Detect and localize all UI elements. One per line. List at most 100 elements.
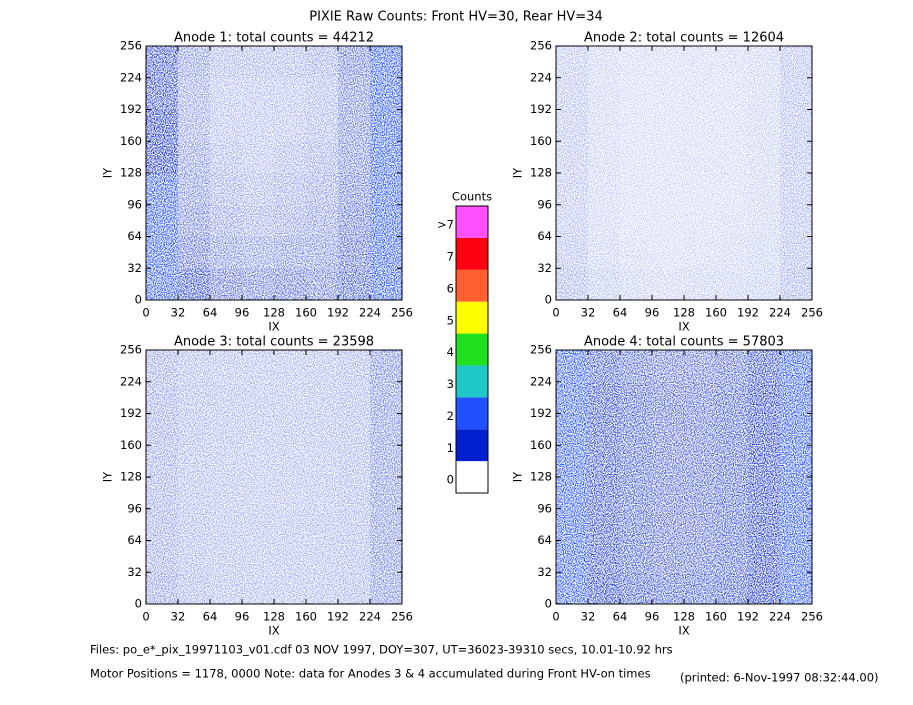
colorbar-cell <box>456 301 488 334</box>
y-tick-label: 224 <box>530 374 552 388</box>
x-tick-label: 224 <box>769 306 791 320</box>
y-tick-label: 32 <box>537 565 552 579</box>
x-tick-label: 192 <box>327 610 349 624</box>
y-tick-label: 32 <box>537 261 552 275</box>
heatmap <box>556 350 812 604</box>
y-tick-label: 160 <box>120 134 142 148</box>
y-tick-label: 192 <box>530 406 552 420</box>
x-axis-label: IX <box>268 320 279 334</box>
colorbar-cell <box>456 333 488 366</box>
x-tick-label: 64 <box>613 306 628 320</box>
colorbar-label: 2 <box>447 409 454 423</box>
y-tick-label: 128 <box>120 470 142 484</box>
y-tick-label: 224 <box>530 70 552 84</box>
heatmap <box>556 46 812 300</box>
colorbar-title: Counts <box>452 190 492 204</box>
x-tick-label: 160 <box>705 610 727 624</box>
x-tick-label: 224 <box>359 610 381 624</box>
x-tick-label: 256 <box>801 306 823 320</box>
colorbar-label: 3 <box>447 377 454 391</box>
x-tick-label: 96 <box>235 306 250 320</box>
x-tick-label: 224 <box>769 610 791 624</box>
y-tick-label: 64 <box>537 533 552 547</box>
y-tick-label: 64 <box>537 229 552 243</box>
colorbar-cell <box>456 206 488 238</box>
colorbar-cell <box>456 429 488 462</box>
y-axis-label: IY <box>101 167 115 178</box>
colorbar-label: 5 <box>447 313 454 327</box>
speckle <box>556 46 812 300</box>
x-tick-label: 160 <box>705 306 727 320</box>
colorbar-label: 0 <box>447 473 454 487</box>
y-tick-label: 0 <box>545 293 552 307</box>
y-tick-label: 192 <box>530 102 552 116</box>
x-tick-label: 192 <box>737 306 759 320</box>
plot-title: Anode 3: total counts = 23598 <box>174 335 374 350</box>
x-tick-label: 128 <box>263 610 285 624</box>
speckle <box>146 46 402 300</box>
y-tick-label: 64 <box>127 229 142 243</box>
y-tick-label: 224 <box>120 70 142 84</box>
y-tick-label: 256 <box>530 39 552 53</box>
x-tick-label: 0 <box>552 610 559 624</box>
y-tick-label: 32 <box>127 261 142 275</box>
y-tick-label: 0 <box>135 293 142 307</box>
x-tick-label: 0 <box>552 306 559 320</box>
y-tick-label: 0 <box>545 597 552 611</box>
colorbar-label: 7 <box>447 250 454 264</box>
y-axis-label: IY <box>101 471 115 482</box>
x-tick-label: 192 <box>737 610 759 624</box>
x-tick-label: 256 <box>391 306 413 320</box>
y-tick-label: 160 <box>120 438 142 452</box>
colorbar-cell <box>456 269 488 302</box>
footer-text: Files: po_e*_pix_19971103_v01.cdf 03 NOV… <box>90 643 673 657</box>
x-tick-label: 96 <box>235 610 250 624</box>
x-tick-label: 64 <box>613 610 628 624</box>
x-tick-label: 256 <box>801 610 823 624</box>
y-tick-label: 256 <box>530 343 552 357</box>
colorbar-label: 4 <box>447 345 454 359</box>
y-tick-label: 96 <box>127 197 142 211</box>
y-axis-label: IY <box>511 167 525 178</box>
x-tick-label: 32 <box>171 610 186 624</box>
x-tick-label: 128 <box>263 306 285 320</box>
colorbar-cell <box>456 237 488 270</box>
colorbar-cell <box>456 365 488 398</box>
y-tick-label: 256 <box>120 39 142 53</box>
speckle <box>146 350 402 604</box>
footer-text: (printed: 6-Nov-1997 08:32:44.00) <box>680 671 879 685</box>
x-tick-label: 96 <box>645 306 660 320</box>
x-tick-label: 192 <box>327 306 349 320</box>
y-tick-label: 224 <box>120 374 142 388</box>
colorbar-cell <box>456 397 488 430</box>
y-tick-label: 256 <box>120 343 142 357</box>
y-tick-label: 192 <box>120 406 142 420</box>
x-tick-label: 0 <box>142 610 149 624</box>
y-tick-label: 192 <box>120 102 142 116</box>
colorbar-cell <box>456 461 488 493</box>
x-tick-label: 128 <box>673 610 695 624</box>
y-tick-label: 128 <box>530 470 552 484</box>
x-tick-label: 256 <box>391 610 413 624</box>
colorbar-label: 1 <box>447 441 454 455</box>
x-axis-label: IX <box>268 624 279 638</box>
footer-text: Motor Positions = 1178, 0000 Note: data … <box>90 667 651 681</box>
x-tick-label: 32 <box>171 306 186 320</box>
page-title: PIXIE Raw Counts: Front HV=30, Rear HV=3… <box>309 10 603 25</box>
plot-title: Anode 1: total counts = 44212 <box>174 31 374 46</box>
y-tick-label: 96 <box>537 501 552 515</box>
x-tick-label: 64 <box>203 610 218 624</box>
colorbar-frame <box>455 205 489 494</box>
colorbar-label: 6 <box>447 281 454 295</box>
y-tick-label: 160 <box>530 438 552 452</box>
x-axis-label: IX <box>678 320 689 334</box>
x-tick-label: 128 <box>673 306 695 320</box>
speckle <box>556 350 812 604</box>
y-tick-label: 128 <box>530 166 552 180</box>
x-tick-label: 160 <box>295 610 317 624</box>
heatmap <box>146 350 402 604</box>
colorbar-label: >7 <box>437 218 454 232</box>
y-tick-label: 96 <box>537 197 552 211</box>
y-tick-label: 64 <box>127 533 142 547</box>
plot-title: Anode 4: total counts = 57803 <box>584 335 784 350</box>
